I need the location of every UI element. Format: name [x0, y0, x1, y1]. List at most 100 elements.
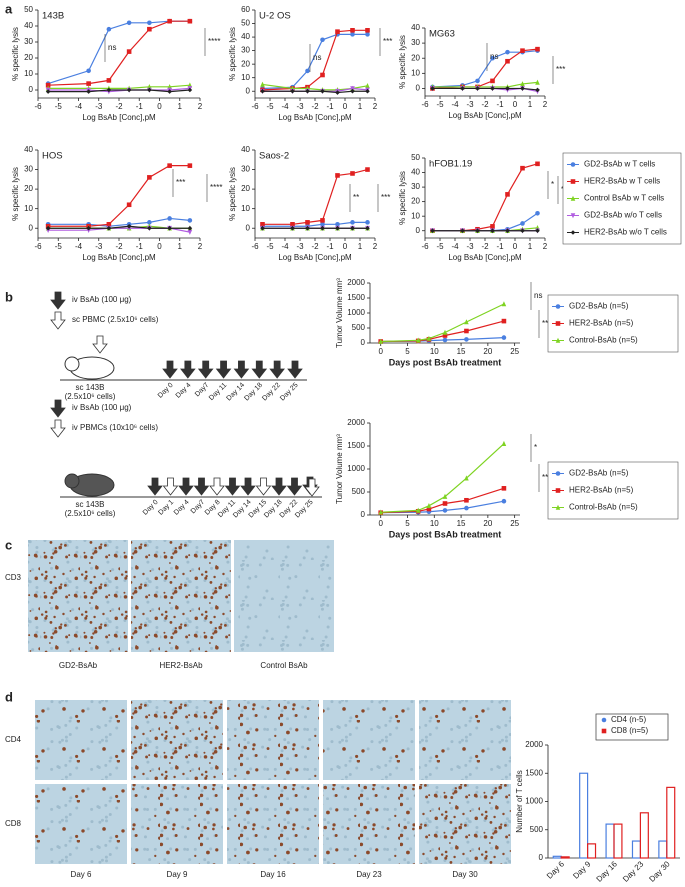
- point: [365, 28, 370, 33]
- bar: [605, 823, 615, 859]
- x-tick-label: -1: [326, 102, 334, 111]
- x-tick-label: -2: [481, 100, 489, 109]
- legend-marker: [570, 230, 576, 235]
- point: [187, 87, 193, 93]
- y-tick-label: 50: [411, 153, 420, 162]
- row-label: CD3: [5, 573, 22, 582]
- y-tick-label: 30: [241, 165, 250, 174]
- panel-label: d: [5, 689, 13, 704]
- point: [260, 81, 265, 87]
- point: [490, 78, 495, 84]
- day-label: Day 18: [243, 382, 264, 403]
- legend-box: [547, 461, 679, 520]
- point: [520, 165, 525, 171]
- series-line: [380, 443, 505, 513]
- y-tick-label: 10: [411, 68, 420, 77]
- point: [320, 37, 325, 43]
- point: [501, 301, 507, 307]
- x-axis-label: Log BsAb [Conc],pM: [448, 253, 522, 262]
- point: [490, 55, 495, 61]
- point: [505, 58, 510, 64]
- y-tick-label: 10: [241, 204, 250, 213]
- x-tick-label: -1: [136, 102, 144, 111]
- y-axis-label: Tumor Volume mm³: [335, 278, 344, 348]
- legend-marker: [555, 321, 561, 326]
- x-tick-label: -3: [95, 242, 103, 251]
- point: [442, 337, 448, 343]
- point: [535, 210, 540, 216]
- y-tick-label: 1500: [347, 293, 365, 302]
- point: [365, 225, 370, 231]
- series-line: [48, 20, 190, 86]
- point: [126, 20, 132, 26]
- bar: [639, 812, 649, 859]
- point: [350, 88, 355, 94]
- legend-label: GD2-BsAb (n=5): [569, 302, 629, 311]
- y-tick-label: 20: [411, 197, 420, 206]
- point: [520, 48, 525, 53]
- point: [290, 88, 295, 94]
- point: [464, 505, 469, 511]
- point: [335, 29, 340, 34]
- x-tick-label: 1: [178, 242, 183, 251]
- point: [464, 475, 469, 481]
- legend-label: CD4 (n-5): [611, 715, 646, 724]
- point: [365, 83, 370, 89]
- y-tick-label: 40: [411, 23, 420, 32]
- y-tick-label: 1000: [347, 464, 365, 473]
- point: [442, 508, 448, 513]
- x-tick-label: 1: [178, 102, 183, 111]
- point: [320, 222, 325, 227]
- point: [106, 225, 112, 231]
- y-tick-label: 1000: [525, 797, 543, 806]
- bar: [560, 856, 570, 859]
- day-label: Day 22: [261, 382, 282, 403]
- x-tick-label: 0: [157, 242, 162, 251]
- y-tick-label: 40: [241, 145, 250, 154]
- point: [86, 89, 91, 94]
- point: [167, 163, 172, 168]
- point: [535, 79, 540, 85]
- x-axis-label: Days post BsAb treatment: [389, 529, 502, 539]
- y-tick-label: 0: [246, 86, 251, 95]
- point: [45, 89, 51, 94]
- ihc-image: [35, 784, 127, 864]
- y-tick-label: 30: [241, 46, 250, 55]
- chart-title: hFOB1.19: [429, 159, 472, 170]
- x-tick-label: Day 23: [621, 859, 646, 882]
- x-tick-label: 0: [343, 242, 348, 251]
- legend-marker: [570, 195, 576, 201]
- x-tick-label: 0: [343, 102, 348, 111]
- x-axis-label: Log BsAb [Conc],pM: [278, 113, 352, 122]
- significance: ****: [210, 183, 222, 192]
- series-line: [380, 500, 505, 514]
- chart-title: Saos-2: [259, 151, 289, 162]
- y-axis-label: % specific lysis: [11, 27, 20, 81]
- point: [442, 333, 448, 338]
- point: [535, 87, 540, 93]
- point: [505, 228, 510, 234]
- point: [290, 222, 295, 227]
- tumor-label: sc 143B: [76, 383, 105, 392]
- y-tick-label: 20: [24, 53, 33, 62]
- x-tick-label: -4: [75, 242, 83, 251]
- bar: [613, 823, 623, 859]
- bar: [579, 772, 589, 859]
- legend-marker: [601, 728, 607, 734]
- y-axis-label: % specific lysis: [11, 167, 20, 221]
- y-tick-label: 0: [361, 510, 366, 519]
- image-label: GD2-BsAb: [59, 661, 98, 670]
- y-tick-label: 40: [24, 21, 33, 30]
- x-tick-label: 5: [405, 347, 410, 356]
- bsab-arrow: [224, 477, 241, 496]
- day-label: Day 4: [173, 499, 191, 517]
- bsab-arrow: [233, 360, 250, 379]
- significance: ****: [208, 37, 220, 46]
- point: [475, 86, 480, 91]
- point: [167, 18, 172, 24]
- image-label: Day 23: [356, 870, 382, 879]
- schedule-legend: iv PBMCs (10x10⁶ cells): [72, 423, 158, 432]
- point: [442, 501, 448, 506]
- x-tick-label: 25: [510, 347, 519, 356]
- x-tick-label: 10: [430, 519, 439, 528]
